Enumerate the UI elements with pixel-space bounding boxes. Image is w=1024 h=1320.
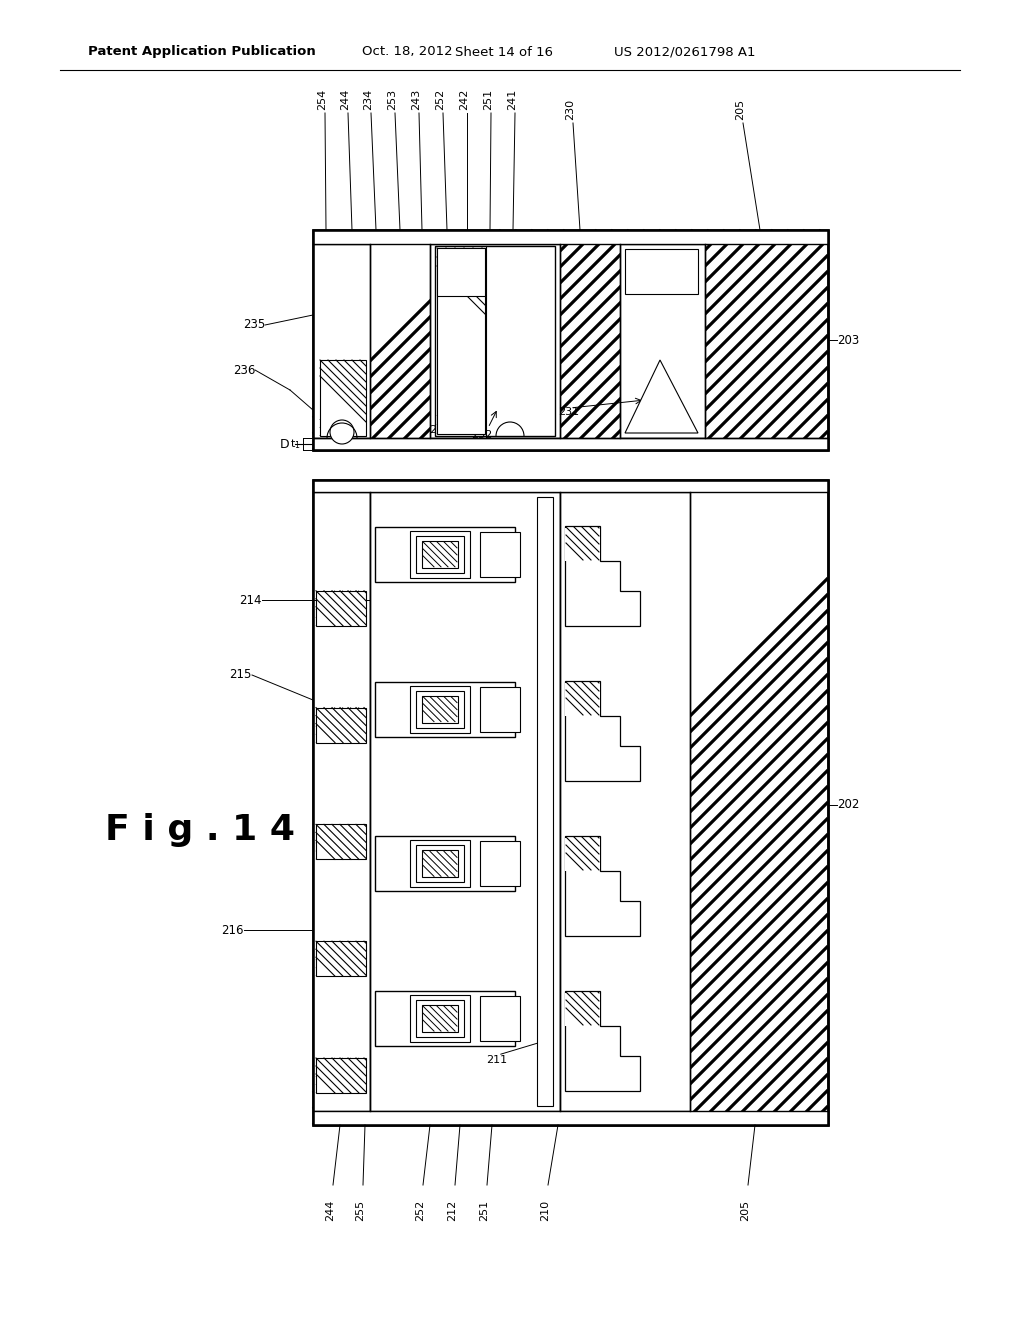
- Bar: [316, 941, 366, 977]
- Bar: [319, 360, 366, 436]
- Bar: [422, 541, 458, 568]
- Text: 235: 235: [243, 318, 265, 331]
- Text: 210: 210: [540, 1200, 550, 1221]
- Bar: [316, 1059, 366, 1093]
- Text: 205: 205: [735, 99, 745, 120]
- Text: 253: 253: [387, 88, 397, 110]
- Bar: [316, 708, 366, 743]
- Bar: [430, 244, 560, 438]
- Bar: [480, 841, 520, 886]
- Text: 211: 211: [486, 1055, 507, 1065]
- Bar: [437, 248, 485, 434]
- Text: 244: 244: [340, 88, 350, 110]
- Bar: [313, 230, 828, 244]
- Bar: [416, 690, 464, 727]
- Text: 215: 215: [229, 668, 252, 681]
- Polygon shape: [625, 360, 698, 433]
- Text: 234: 234: [362, 88, 373, 110]
- Text: 252: 252: [415, 1200, 425, 1221]
- Bar: [375, 681, 515, 737]
- Bar: [410, 841, 470, 887]
- Text: 252: 252: [435, 88, 445, 110]
- Bar: [313, 230, 828, 450]
- Text: 244: 244: [325, 1200, 335, 1221]
- Text: 205: 205: [740, 1200, 750, 1221]
- Bar: [410, 995, 470, 1041]
- Text: F i g . 1 4: F i g . 1 4: [105, 813, 295, 847]
- Text: 202: 202: [837, 799, 859, 812]
- Bar: [620, 244, 705, 438]
- Bar: [435, 246, 555, 436]
- Circle shape: [330, 420, 354, 444]
- Polygon shape: [565, 525, 640, 626]
- Text: Patent Application Publication: Patent Application Publication: [88, 45, 315, 58]
- Bar: [480, 997, 520, 1041]
- Bar: [422, 850, 458, 878]
- Bar: [565, 838, 600, 871]
- Bar: [437, 248, 485, 296]
- Bar: [480, 686, 520, 731]
- Bar: [410, 531, 470, 578]
- Bar: [313, 480, 828, 1125]
- Text: 232: 232: [471, 430, 493, 440]
- Text: 216: 216: [221, 924, 244, 936]
- Bar: [422, 696, 458, 722]
- Bar: [375, 527, 515, 582]
- Text: 233: 233: [429, 425, 451, 436]
- Text: Oct. 18, 2012: Oct. 18, 2012: [362, 45, 453, 58]
- Text: 243: 243: [411, 88, 421, 110]
- Bar: [313, 480, 828, 492]
- Text: 251: 251: [479, 1200, 489, 1221]
- Polygon shape: [565, 836, 640, 936]
- Bar: [410, 685, 470, 733]
- Bar: [422, 1005, 458, 1032]
- Polygon shape: [565, 991, 640, 1092]
- Text: 241: 241: [507, 88, 517, 110]
- Bar: [560, 492, 690, 1111]
- Text: 242: 242: [459, 88, 469, 110]
- Bar: [313, 438, 828, 450]
- Text: D: D: [280, 437, 289, 450]
- Bar: [316, 591, 366, 626]
- Bar: [416, 536, 464, 573]
- Bar: [370, 492, 560, 1111]
- Bar: [625, 249, 698, 294]
- Bar: [416, 845, 464, 882]
- Bar: [313, 480, 828, 1125]
- Bar: [316, 825, 366, 859]
- Bar: [565, 682, 600, 715]
- Bar: [537, 498, 553, 1106]
- Bar: [375, 837, 515, 891]
- Text: 236: 236: [232, 363, 255, 376]
- Bar: [313, 492, 370, 1111]
- Bar: [565, 528, 600, 561]
- Text: 251: 251: [483, 88, 493, 110]
- Bar: [313, 1111, 828, 1125]
- Polygon shape: [565, 681, 640, 781]
- Bar: [480, 532, 520, 577]
- Text: 255: 255: [355, 1200, 365, 1221]
- Text: Sheet 14 of 16: Sheet 14 of 16: [455, 45, 553, 58]
- Text: 230: 230: [565, 99, 575, 120]
- Text: 214: 214: [240, 594, 262, 606]
- Bar: [416, 1001, 464, 1038]
- Bar: [313, 244, 370, 438]
- Bar: [313, 230, 828, 450]
- Bar: [375, 991, 515, 1047]
- Bar: [565, 993, 600, 1026]
- Text: t$_1$: t$_1$: [290, 437, 301, 451]
- Text: 212: 212: [447, 1200, 457, 1221]
- Text: US 2012/0261798 A1: US 2012/0261798 A1: [614, 45, 756, 58]
- Text: 254: 254: [317, 88, 327, 110]
- Text: 203: 203: [837, 334, 859, 346]
- Text: 231: 231: [558, 407, 580, 417]
